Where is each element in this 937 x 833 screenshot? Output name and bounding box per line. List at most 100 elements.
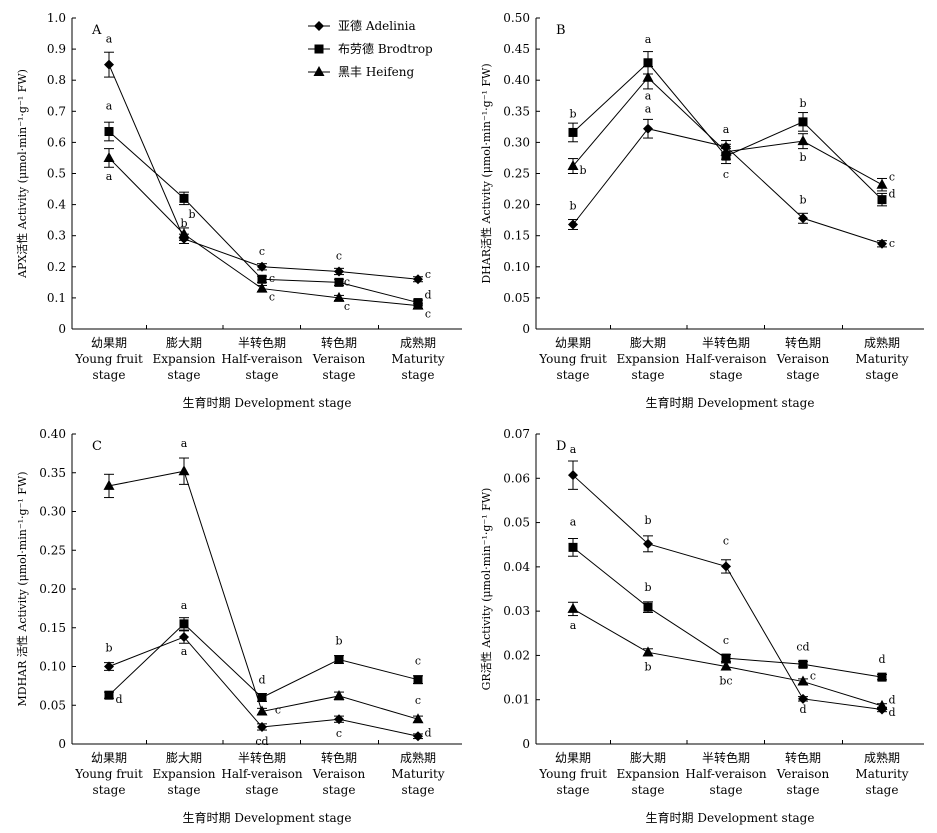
y-tick-label: 0.40 bbox=[39, 427, 66, 441]
x-tick-label: stage bbox=[632, 368, 665, 382]
x-tick-label: Half-veraison bbox=[221, 767, 303, 781]
data-point bbox=[334, 266, 344, 277]
significance-letter: c bbox=[415, 694, 421, 707]
significance-letter: a bbox=[570, 515, 577, 528]
data-point bbox=[720, 660, 732, 671]
data-point bbox=[643, 123, 653, 134]
data-point bbox=[720, 145, 732, 156]
y-tick-label: 0.02 bbox=[503, 648, 530, 662]
data-point bbox=[642, 646, 654, 657]
x-tick-label: Veraison bbox=[776, 352, 830, 366]
data-point bbox=[334, 277, 344, 287]
x-tick-label: Young fruit bbox=[74, 767, 143, 781]
significance-letter: d bbox=[115, 693, 122, 706]
y-tick-label: 0.7 bbox=[47, 104, 66, 118]
legend-label: 布劳德 Brodtrop bbox=[338, 41, 433, 56]
x-tick-label: stage bbox=[246, 368, 279, 382]
data-point bbox=[412, 299, 424, 310]
significance-letter: c bbox=[810, 670, 816, 683]
series-triangle: a c c bbox=[103, 437, 424, 724]
data-point bbox=[257, 261, 267, 272]
data-point bbox=[334, 714, 344, 725]
x-tick-label: 成熟期 bbox=[864, 335, 900, 350]
y-axis-title: MDHAR 活性 Activity (μmol·min⁻¹·g⁻¹ FW) bbox=[15, 471, 29, 706]
significance-letter: c bbox=[425, 308, 431, 321]
chart-panel-C: 0 0.05 0.10 0.15 0.20 0.25 0.30 0.35 0.40 幼果期 Youn… bbox=[15, 427, 462, 825]
x-tick-label: stage bbox=[168, 783, 201, 797]
y-tick-label: 0.15 bbox=[503, 229, 530, 243]
y-tick-label: 0.35 bbox=[503, 104, 530, 118]
panel-label: B bbox=[556, 23, 566, 38]
series-diamond: a b c d d bbox=[568, 443, 896, 716]
data-point bbox=[643, 602, 653, 612]
significance-letter: a bbox=[106, 33, 113, 46]
x-tick-label: Maturity bbox=[855, 352, 908, 366]
significance-letter: a bbox=[645, 103, 652, 116]
x-tick-label: 幼果期 bbox=[91, 751, 127, 765]
significance-letter: d bbox=[878, 653, 885, 666]
x-tick-label: 膨大期 bbox=[166, 336, 202, 350]
significance-letter: b bbox=[644, 660, 651, 673]
x-tick-label: Veraison bbox=[312, 767, 366, 781]
y-tick-label: 0.8 bbox=[47, 73, 66, 87]
data-point bbox=[104, 690, 114, 700]
significance-letter: d bbox=[888, 706, 895, 719]
x-tick-label: stage bbox=[866, 783, 899, 797]
x-tick-label: Young fruit bbox=[538, 767, 607, 781]
x-tick-label: stage bbox=[402, 368, 435, 382]
data-point bbox=[257, 274, 267, 284]
data-point bbox=[178, 228, 190, 239]
x-tick-label: stage bbox=[93, 783, 126, 797]
y-tick-label: 1.0 bbox=[47, 11, 66, 25]
legend: 亚德 Adelinia 布劳德 Brodtrop 黑丰 Heifeng bbox=[308, 18, 433, 79]
x-tick-label: 转色期 bbox=[321, 335, 357, 350]
x-tick-label: Young fruit bbox=[74, 352, 143, 366]
y-tick-label: 0 bbox=[58, 322, 66, 336]
data-point bbox=[412, 713, 424, 724]
x-tick-label: stage bbox=[402, 783, 435, 797]
data-point bbox=[413, 274, 423, 285]
significance-letter: a bbox=[181, 645, 188, 658]
y-tick-label: 0.4 bbox=[47, 198, 66, 212]
x-tick-label: stage bbox=[710, 783, 743, 797]
x-tick-label: 半转色期 bbox=[702, 750, 750, 765]
data-point bbox=[333, 689, 345, 700]
x-tick-label: Half-veraison bbox=[221, 352, 303, 366]
data-point bbox=[567, 602, 579, 613]
significance-letter: a bbox=[570, 443, 577, 456]
y-tick-label: 0.06 bbox=[503, 471, 530, 485]
data-point bbox=[798, 117, 808, 127]
significance-letter: b bbox=[180, 217, 187, 230]
significance-letter: a bbox=[181, 599, 188, 612]
data-point bbox=[179, 193, 189, 203]
data-point bbox=[797, 135, 809, 146]
data-point bbox=[877, 672, 887, 682]
data-point bbox=[179, 619, 189, 629]
x-tick-label: 幼果期 bbox=[91, 336, 127, 350]
data-point bbox=[876, 178, 888, 189]
y-tick-label: 0.04 bbox=[503, 560, 530, 574]
significance-letter: c bbox=[889, 171, 895, 184]
significance-letter: b bbox=[579, 164, 586, 177]
panel-label: C bbox=[92, 439, 102, 454]
y-axis-title: APX活性 Activity (μmol·min⁻¹·g⁻¹ FW) bbox=[15, 69, 29, 279]
y-tick-label: 0.1 bbox=[47, 291, 66, 305]
x-tick-label: Maturity bbox=[391, 352, 444, 366]
data-point bbox=[876, 699, 888, 710]
legend-marker bbox=[314, 44, 324, 54]
y-tick-label: 0.45 bbox=[503, 42, 530, 56]
x-tick-label: 成熟期 bbox=[864, 750, 900, 765]
x-tick-label: stage bbox=[787, 368, 820, 382]
significance-letter: c bbox=[275, 703, 281, 716]
legend-label: 亚德 Adelinia bbox=[338, 18, 416, 33]
data-point bbox=[178, 465, 190, 476]
data-point bbox=[257, 693, 267, 702]
y-tick-label: 0.50 bbox=[503, 11, 530, 25]
x-tick-label: 成熟期 bbox=[400, 335, 436, 350]
x-tick-label: Veraison bbox=[312, 352, 366, 366]
y-tick-label: 0.07 bbox=[503, 427, 530, 441]
x-tick-label: stage bbox=[557, 368, 590, 382]
significance-letter: b bbox=[644, 581, 651, 594]
x-tick-label: 幼果期 bbox=[555, 336, 591, 350]
significance-letter: b bbox=[335, 635, 342, 648]
